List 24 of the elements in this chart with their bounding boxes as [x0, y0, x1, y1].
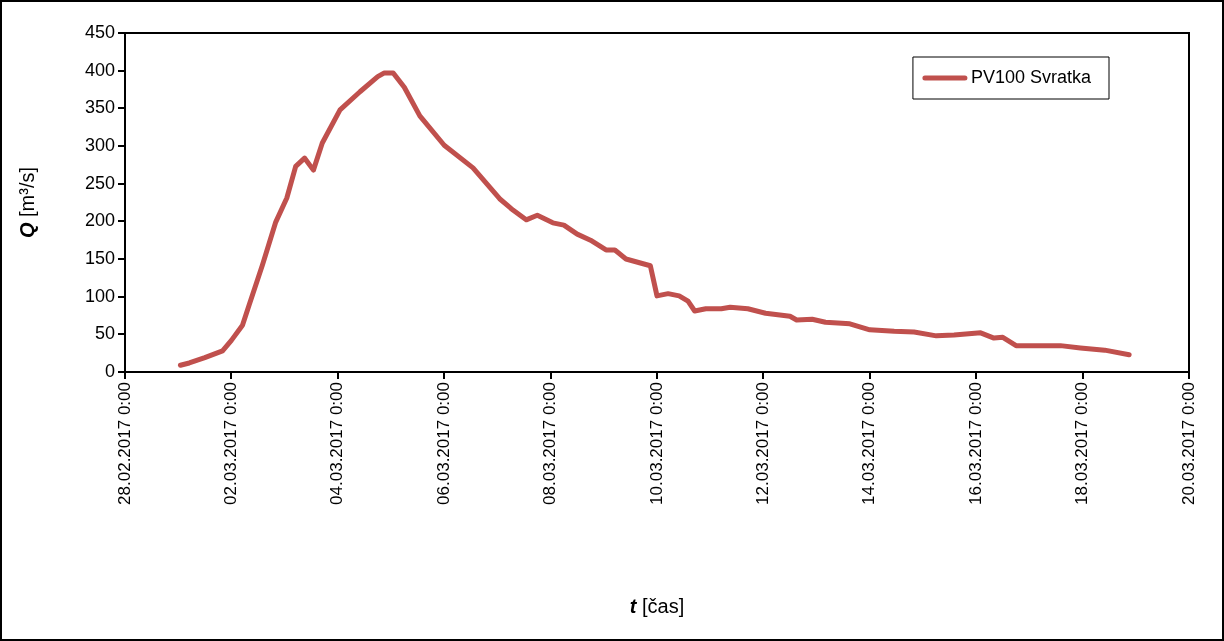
y-tick-label: 100 — [84, 285, 115, 306]
x-tick-label: 12.03.2017 0:00 — [753, 382, 773, 505]
x-tick-label: 16.03.2017 0:00 — [965, 382, 985, 505]
y-tick-label: 350 — [84, 97, 115, 118]
y-tick-label: 150 — [84, 247, 115, 268]
y-tick-label: 0 — [104, 360, 115, 381]
y-tick-label: 200 — [84, 210, 115, 231]
y-tick-label: 400 — [84, 59, 115, 80]
x-tick-label: 04.03.2017 0:00 — [327, 382, 347, 505]
x-tick-label: 06.03.2017 0:00 — [433, 382, 453, 505]
legend-label: PV100 Svratka — [970, 66, 1092, 87]
x-tick-label: 14.03.2017 0:00 — [859, 382, 879, 505]
y-axis-title: Q [m³/s] — [15, 166, 38, 239]
y-tick-label: 50 — [94, 323, 115, 344]
x-tick-label: 02.03.2017 0:00 — [221, 382, 241, 505]
x-axis-title: t [čas] — [629, 594, 685, 617]
y-tick-label: 450 — [84, 21, 115, 42]
x-tick-label: 18.03.2017 0:00 — [1072, 382, 1092, 505]
x-tick-label: 28.02.2017 0:00 — [114, 382, 134, 505]
x-tick-label: 08.03.2017 0:00 — [540, 382, 560, 505]
x-tick-label: 10.03.2017 0:00 — [646, 382, 666, 505]
y-tick-label: 250 — [84, 172, 115, 193]
x-tick-label: 20.03.2017 0:00 — [1178, 382, 1198, 505]
y-tick-label: 300 — [84, 134, 115, 155]
